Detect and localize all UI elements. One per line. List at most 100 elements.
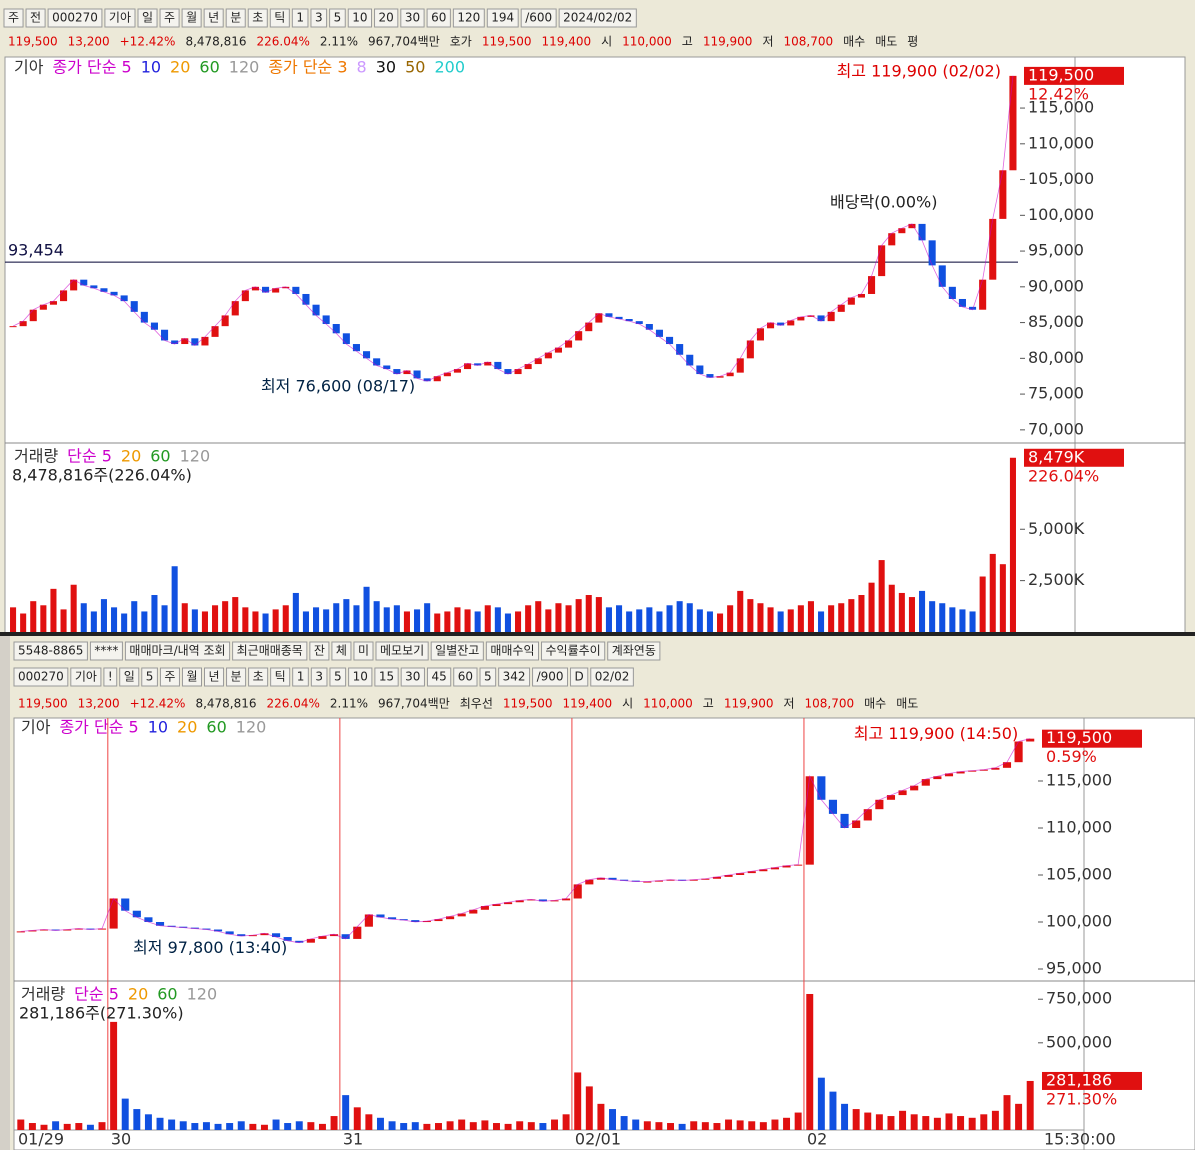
toolbar-button[interactable] [124, 641, 231, 661]
toolbar-button[interactable] [309, 641, 330, 661]
toolbar-button[interactable] [485, 641, 540, 661]
toolbar-button[interactable] [247, 8, 268, 28]
volume-bar [111, 607, 118, 632]
toolbar-button[interactable] [541, 641, 606, 661]
toolbar-button[interactable] [329, 667, 347, 687]
volume-bar [562, 1114, 570, 1130]
candle [434, 919, 443, 922]
quote-value: +12.42% [120, 35, 176, 49]
toolbar-button[interactable] [226, 667, 247, 687]
toolbar-button[interactable] [25, 8, 46, 28]
candle [376, 914, 385, 918]
toolbar-button[interactable] [47, 8, 103, 28]
candle [251, 286, 259, 291]
toolbar-button[interactable] [232, 641, 308, 661]
x-tick-label: 31 [343, 1130, 363, 1149]
toolbar-button[interactable] [203, 8, 224, 28]
toolbar-button[interactable] [607, 641, 661, 661]
legend-entry: 60 [150, 447, 170, 466]
toolbar-button[interactable] [104, 8, 136, 28]
volume-bar [414, 609, 421, 632]
toolbar-button[interactable] [329, 8, 346, 28]
volume-bar [908, 597, 915, 632]
toolbar-button[interactable] [353, 641, 374, 661]
toolbar-button[interactable] [430, 641, 484, 661]
volume-bar [98, 1122, 106, 1130]
toolbar-button[interactable] [498, 667, 531, 687]
toolbar-button[interactable] [570, 667, 589, 687]
legend-entry: 120 [180, 447, 211, 466]
button-label: 체 [336, 644, 347, 658]
toolbar-button[interactable] [89, 641, 123, 661]
candle [423, 378, 431, 382]
toolbar-button[interactable] [532, 667, 569, 687]
volume-bar [323, 609, 330, 632]
toolbar-button[interactable] [103, 667, 118, 687]
button-label: 틱 [275, 670, 286, 684]
candle [979, 279, 987, 310]
toolbar-button[interactable] [374, 8, 399, 28]
toolbar-button[interactable] [590, 667, 634, 687]
toolbar-button[interactable] [558, 8, 637, 28]
toolbar-button[interactable] [225, 8, 246, 28]
toolbar-button[interactable] [141, 667, 158, 687]
legend-entry: 60 [206, 718, 226, 737]
y-tick-label: 95,000 [1046, 959, 1102, 978]
button-label: 10 [352, 11, 367, 25]
toolbar-button[interactable] [310, 8, 328, 28]
toolbar-button[interactable] [331, 641, 352, 661]
toolbar-button[interactable] [181, 8, 202, 28]
toolbar-button[interactable] [426, 8, 451, 28]
candle [921, 779, 930, 786]
toolbar-button[interactable] [159, 667, 180, 687]
volume-bar [888, 584, 895, 632]
button-label: 5 [334, 11, 342, 25]
candle [654, 880, 663, 882]
candle [39, 929, 49, 931]
toolbar-button[interactable] [374, 667, 399, 687]
toolbar-button[interactable] [292, 667, 309, 687]
volume-bar [736, 1120, 744, 1130]
candle [109, 898, 118, 929]
volume-bar [376, 1117, 384, 1130]
toolbar-button[interactable] [348, 667, 373, 687]
toolbar-button[interactable] [452, 8, 485, 28]
volume-bar [841, 1103, 849, 1130]
toolbar-button[interactable] [13, 667, 69, 687]
toolbar-button[interactable] [70, 667, 102, 687]
toolbar-button[interactable] [269, 8, 290, 28]
legend-entry: 60 [199, 58, 219, 77]
toolbar-button[interactable] [181, 667, 202, 687]
toolbar-button[interactable] [204, 667, 225, 687]
candle [388, 917, 397, 920]
button-label: 월 [186, 11, 197, 25]
toolbar-button[interactable] [400, 8, 425, 28]
toolbar-button[interactable] [479, 667, 497, 687]
volume-bar [131, 601, 138, 632]
toolbar-button[interactable] [3, 8, 24, 28]
toolbar-button[interactable] [248, 667, 269, 687]
volume-bar [272, 609, 279, 632]
toolbar-button[interactable] [291, 8, 309, 28]
toolbar-button[interactable] [400, 667, 425, 687]
toolbar-button[interactable] [119, 667, 140, 687]
toolbar-button[interactable] [347, 8, 373, 28]
toolbar-button[interactable] [375, 641, 429, 661]
toolbar-button[interactable] [453, 667, 478, 687]
candle [231, 301, 239, 316]
toolbar-button[interactable] [426, 667, 452, 687]
candle [643, 881, 652, 883]
daily-panel [4, 56, 1076, 634]
toolbar-button[interactable] [520, 8, 557, 28]
close-line [20, 738, 1031, 944]
toolbar-button[interactable] [310, 667, 328, 687]
quote-value: 119,900 [724, 697, 774, 711]
toolbar-button[interactable] [13, 641, 88, 661]
volume-bar [787, 609, 794, 632]
candle [689, 879, 698, 881]
toolbar-button[interactable] [159, 8, 180, 28]
candle [74, 928, 83, 930]
toolbar-button[interactable] [486, 8, 519, 28]
toolbar-button[interactable] [137, 8, 158, 28]
toolbar-button[interactable] [270, 667, 291, 687]
